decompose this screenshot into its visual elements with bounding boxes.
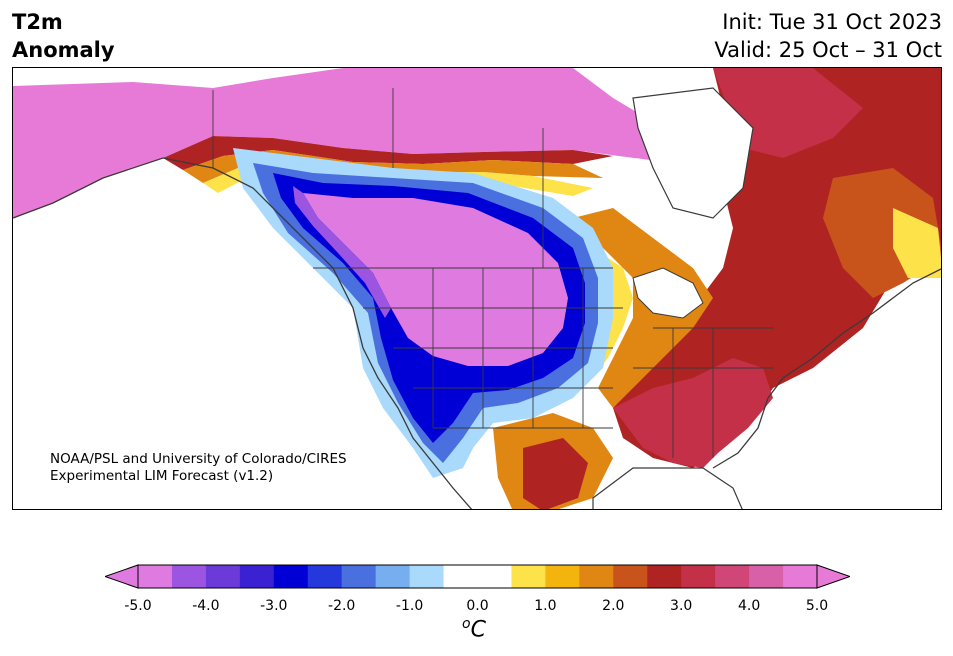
colorbar-tick-label: -5.0 — [124, 598, 152, 614]
colorbar-cell — [749, 565, 784, 588]
colorbar-tick-label: 2.0 — [602, 598, 625, 614]
map-canvas — [13, 68, 941, 509]
credit-line-1: NOAA/PSL and University of Colorado/CIRE… — [50, 451, 347, 467]
colorbar-cell — [239, 565, 275, 588]
colorbar-cell — [341, 565, 377, 588]
colorbar-cell — [375, 565, 411, 588]
colorbar-tick-label: 0.0 — [466, 598, 489, 614]
map-title: T2m Anomaly — [12, 8, 115, 64]
colorbar — [105, 564, 850, 589]
anomaly-region-labrador-yellow — [893, 208, 941, 278]
colorbar-cell — [171, 565, 207, 588]
colorbar-cell — [681, 565, 716, 588]
colorbar-cell — [613, 565, 648, 588]
colorbar-extend-max — [816, 564, 850, 589]
credit-line-2: Experimental LIM Forecast (v1.2) — [50, 468, 274, 484]
anomaly-region-cold-core — [303, 193, 568, 366]
colorbar-cell — [545, 565, 580, 588]
colorbar-cell — [138, 565, 173, 588]
unit-letter: C — [470, 617, 486, 643]
title-line-2: Anomaly — [12, 38, 115, 62]
colorbar-tick-label: -3.0 — [260, 598, 288, 614]
gulf-of-mexico — [592, 467, 743, 509]
colorbar-cell — [443, 565, 478, 588]
colorbar-cells — [138, 565, 818, 588]
unit-degree: o — [462, 616, 471, 632]
credit-text: NOAA/PSL and University of Colorado/CIRE… — [50, 451, 347, 485]
colorbar-cell — [579, 565, 614, 588]
anomaly-region-cold-rim — [293, 186, 391, 318]
colorbar-cell — [647, 565, 682, 588]
anomaly-region-southeast-pink — [613, 358, 773, 468]
colorbar-cell — [205, 565, 241, 588]
colorbar-extend-min — [105, 564, 139, 589]
colorbar-tick-labels: -5.0 -4.0 -3.0 -2.0 -1.0 0.0 1.0 2.0 3.0 4.0 5.0 — [0, 598, 953, 618]
state-borders — [212, 88, 773, 458]
init-date: Init: Tue 31 Oct 2023 — [722, 10, 942, 34]
atlantic-coastline — [712, 268, 941, 469]
colorbar-tick-label: -1.0 — [395, 598, 424, 614]
anomaly-band-red — [163, 136, 613, 170]
colorbar-cell — [477, 565, 512, 588]
colorbar-cell — [409, 565, 445, 588]
anomaly-region-texas-red — [523, 438, 588, 509]
colorbar-tick-label: 4.0 — [737, 598, 761, 614]
colorbar-unit: oC — [462, 616, 486, 642]
forecast-dates: Init: Tue 31 Oct 2023 Valid: 25 Oct – 31… — [714, 8, 942, 64]
valid-date: Valid: 25 Oct – 31 Oct — [714, 38, 942, 62]
colorbar-cell — [273, 565, 309, 588]
colorbar-cell — [783, 565, 818, 588]
colorbar-cell — [511, 565, 546, 588]
anomaly-region-north-warm — [13, 68, 693, 218]
anomaly-region-east-orange — [573, 208, 713, 408]
anomaly-map: NOAA/PSL and University of Colorado/CIRE… — [12, 67, 942, 510]
colorbar-tick-label: 3.0 — [670, 598, 693, 614]
colorbar-cell — [307, 565, 343, 588]
colorbar-tick-label: 1.0 — [534, 598, 557, 614]
title-line-1: T2m — [12, 10, 63, 34]
hudson-bay — [632, 87, 754, 219]
colorbar-tick-label: -4.0 — [192, 598, 220, 614]
colorbar-outline — [137, 564, 818, 589]
colorbar-tick-label: 5.0 — [805, 598, 829, 614]
great-lakes — [632, 267, 704, 319]
colorbar-cell — [715, 565, 750, 588]
colorbar-tick-label: -2.0 — [328, 598, 356, 614]
